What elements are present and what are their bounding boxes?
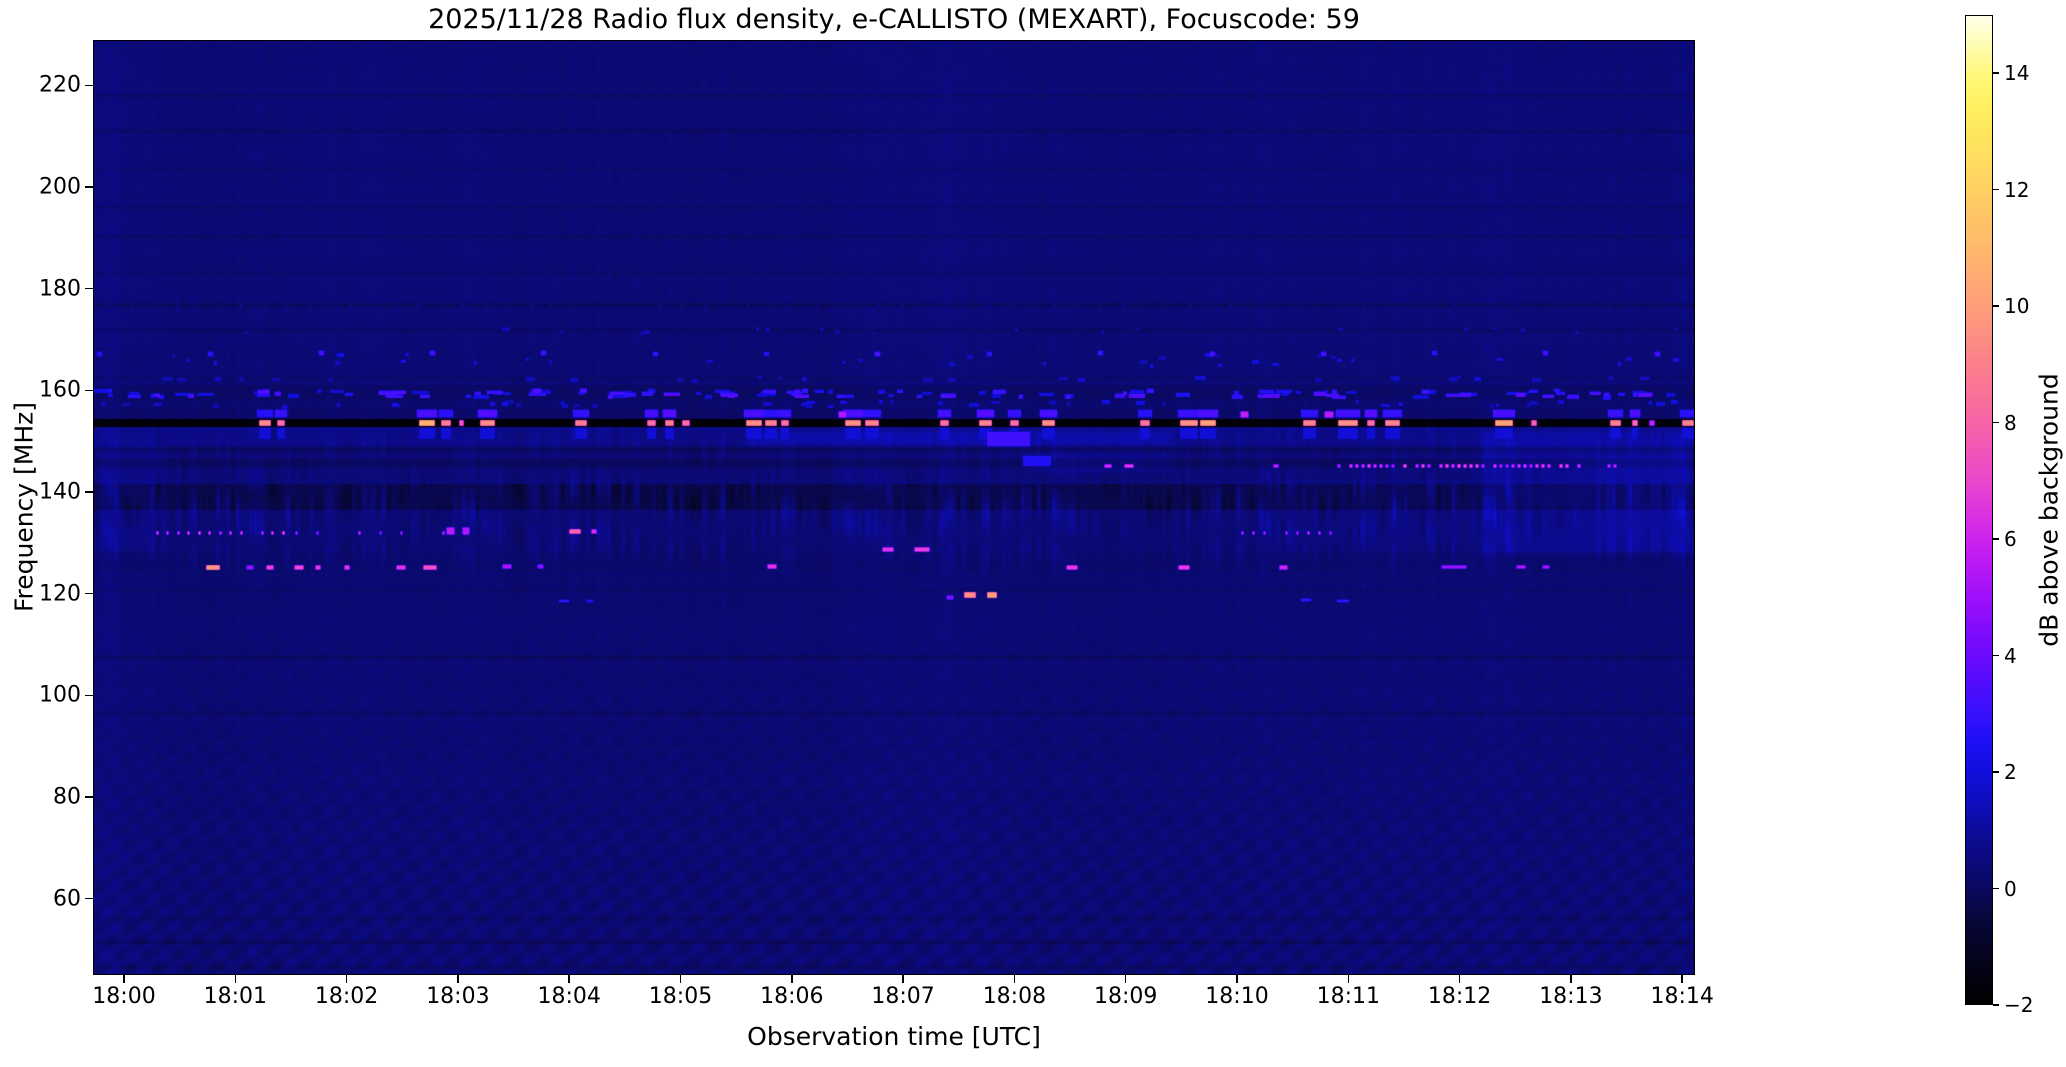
x-tick-mark — [1681, 975, 1683, 983]
colorbar-tick-label: 10 — [2004, 294, 2030, 319]
y-tick-mark — [85, 389, 93, 392]
x-tick-mark — [1013, 975, 1016, 983]
y-tick-mark — [85, 491, 93, 493]
y-tick-mark — [85, 287, 93, 290]
x-tick-label: 18:01 — [203, 984, 267, 1009]
x-tick-label: 18:05 — [648, 984, 713, 1009]
colorbar-tick-label: −2 — [2004, 993, 2034, 1017]
colorbar-tick-mark — [1993, 305, 1999, 307]
y-tick-mark — [85, 592, 93, 595]
colorbar-tick-mark — [1993, 1004, 1999, 1006]
x-axis-label: Observation time [UTC] — [747, 1022, 1041, 1051]
x-tick-label: 18:04 — [537, 984, 601, 1009]
x-tick-label: 18:00 — [92, 984, 156, 1009]
y-tick-label: 100 — [39, 682, 81, 708]
x-tick-mark — [568, 975, 570, 983]
colorbar-tick-label: 6 — [2004, 527, 2017, 552]
x-tick-mark — [1570, 975, 1572, 983]
x-tick-label: 18:07 — [871, 984, 935, 1009]
x-tick-mark — [123, 975, 125, 983]
x-tick-mark — [679, 975, 682, 983]
x-tick-label: 18:06 — [760, 984, 824, 1009]
colorbar-tick-mark — [1993, 188, 1999, 191]
x-tick-label: 18:13 — [1539, 984, 1603, 1009]
colorbar-tick-label: 14 — [2004, 61, 2030, 86]
x-tick-mark — [234, 975, 237, 983]
y-tick-mark — [85, 84, 93, 86]
x-tick-label: 18:02 — [314, 984, 379, 1009]
colorbar-tick-label: 12 — [2004, 177, 2030, 202]
colorbar-tick-mark — [1993, 887, 1999, 890]
y-tick-label: 140 — [39, 479, 81, 505]
y-tick-mark — [85, 186, 93, 188]
colorbar-tick-mark — [1993, 538, 1999, 540]
x-tick-label: 18:08 — [982, 984, 1047, 1009]
y-tick-label: 200 — [39, 174, 81, 200]
y-tick-mark — [85, 897, 93, 900]
x-tick-mark — [1124, 975, 1127, 983]
y-tick-label: 220 — [39, 72, 81, 98]
x-tick-label: 18:14 — [1650, 984, 1714, 1009]
y-tick-mark — [85, 796, 93, 798]
x-tick-mark — [345, 975, 348, 983]
y-tick-label: 80 — [53, 784, 81, 810]
colorbar-label: dB above background — [2034, 373, 2064, 647]
y-tick-label: 120 — [39, 581, 81, 607]
colorbar-tick-label: 2 — [2004, 760, 2017, 785]
y-axis-label: Frequency [MHz] — [9, 401, 39, 613]
x-tick-label: 18:10 — [1205, 984, 1269, 1009]
colorbar-tick-label: 8 — [2004, 410, 2017, 435]
x-tick-mark — [457, 975, 459, 983]
x-tick-mark — [791, 975, 793, 983]
y-tick-label: 160 — [39, 377, 81, 403]
y-tick-label: 180 — [39, 276, 81, 302]
colorbar-tick-label: 0 — [2004, 876, 2017, 901]
colorbar-tick-mark — [1993, 421, 1999, 424]
x-tick-label: 18:12 — [1427, 984, 1492, 1009]
x-tick-label: 18:09 — [1093, 984, 1158, 1009]
y-tick-label: 60 — [53, 886, 81, 912]
x-tick-mark — [1458, 975, 1461, 983]
y-tick-mark — [85, 694, 93, 697]
colorbar-gradient — [1965, 15, 1993, 1005]
x-tick-label: 18:11 — [1316, 984, 1380, 1009]
chart-title: 2025/11/28 Radio flux density, e-CALLIST… — [428, 4, 1360, 35]
colorbar-tick-mark — [1993, 771, 1999, 773]
x-tick-label: 18:03 — [426, 984, 490, 1009]
spectrogram-heatmap — [93, 40, 1695, 975]
colorbar-tick-mark — [1993, 72, 1999, 74]
x-tick-mark — [1347, 975, 1350, 983]
x-tick-mark — [902, 975, 904, 983]
colorbar-tick-label: 4 — [2004, 643, 2017, 668]
colorbar-tick-mark — [1993, 654, 1999, 657]
x-tick-mark — [1236, 975, 1238, 983]
